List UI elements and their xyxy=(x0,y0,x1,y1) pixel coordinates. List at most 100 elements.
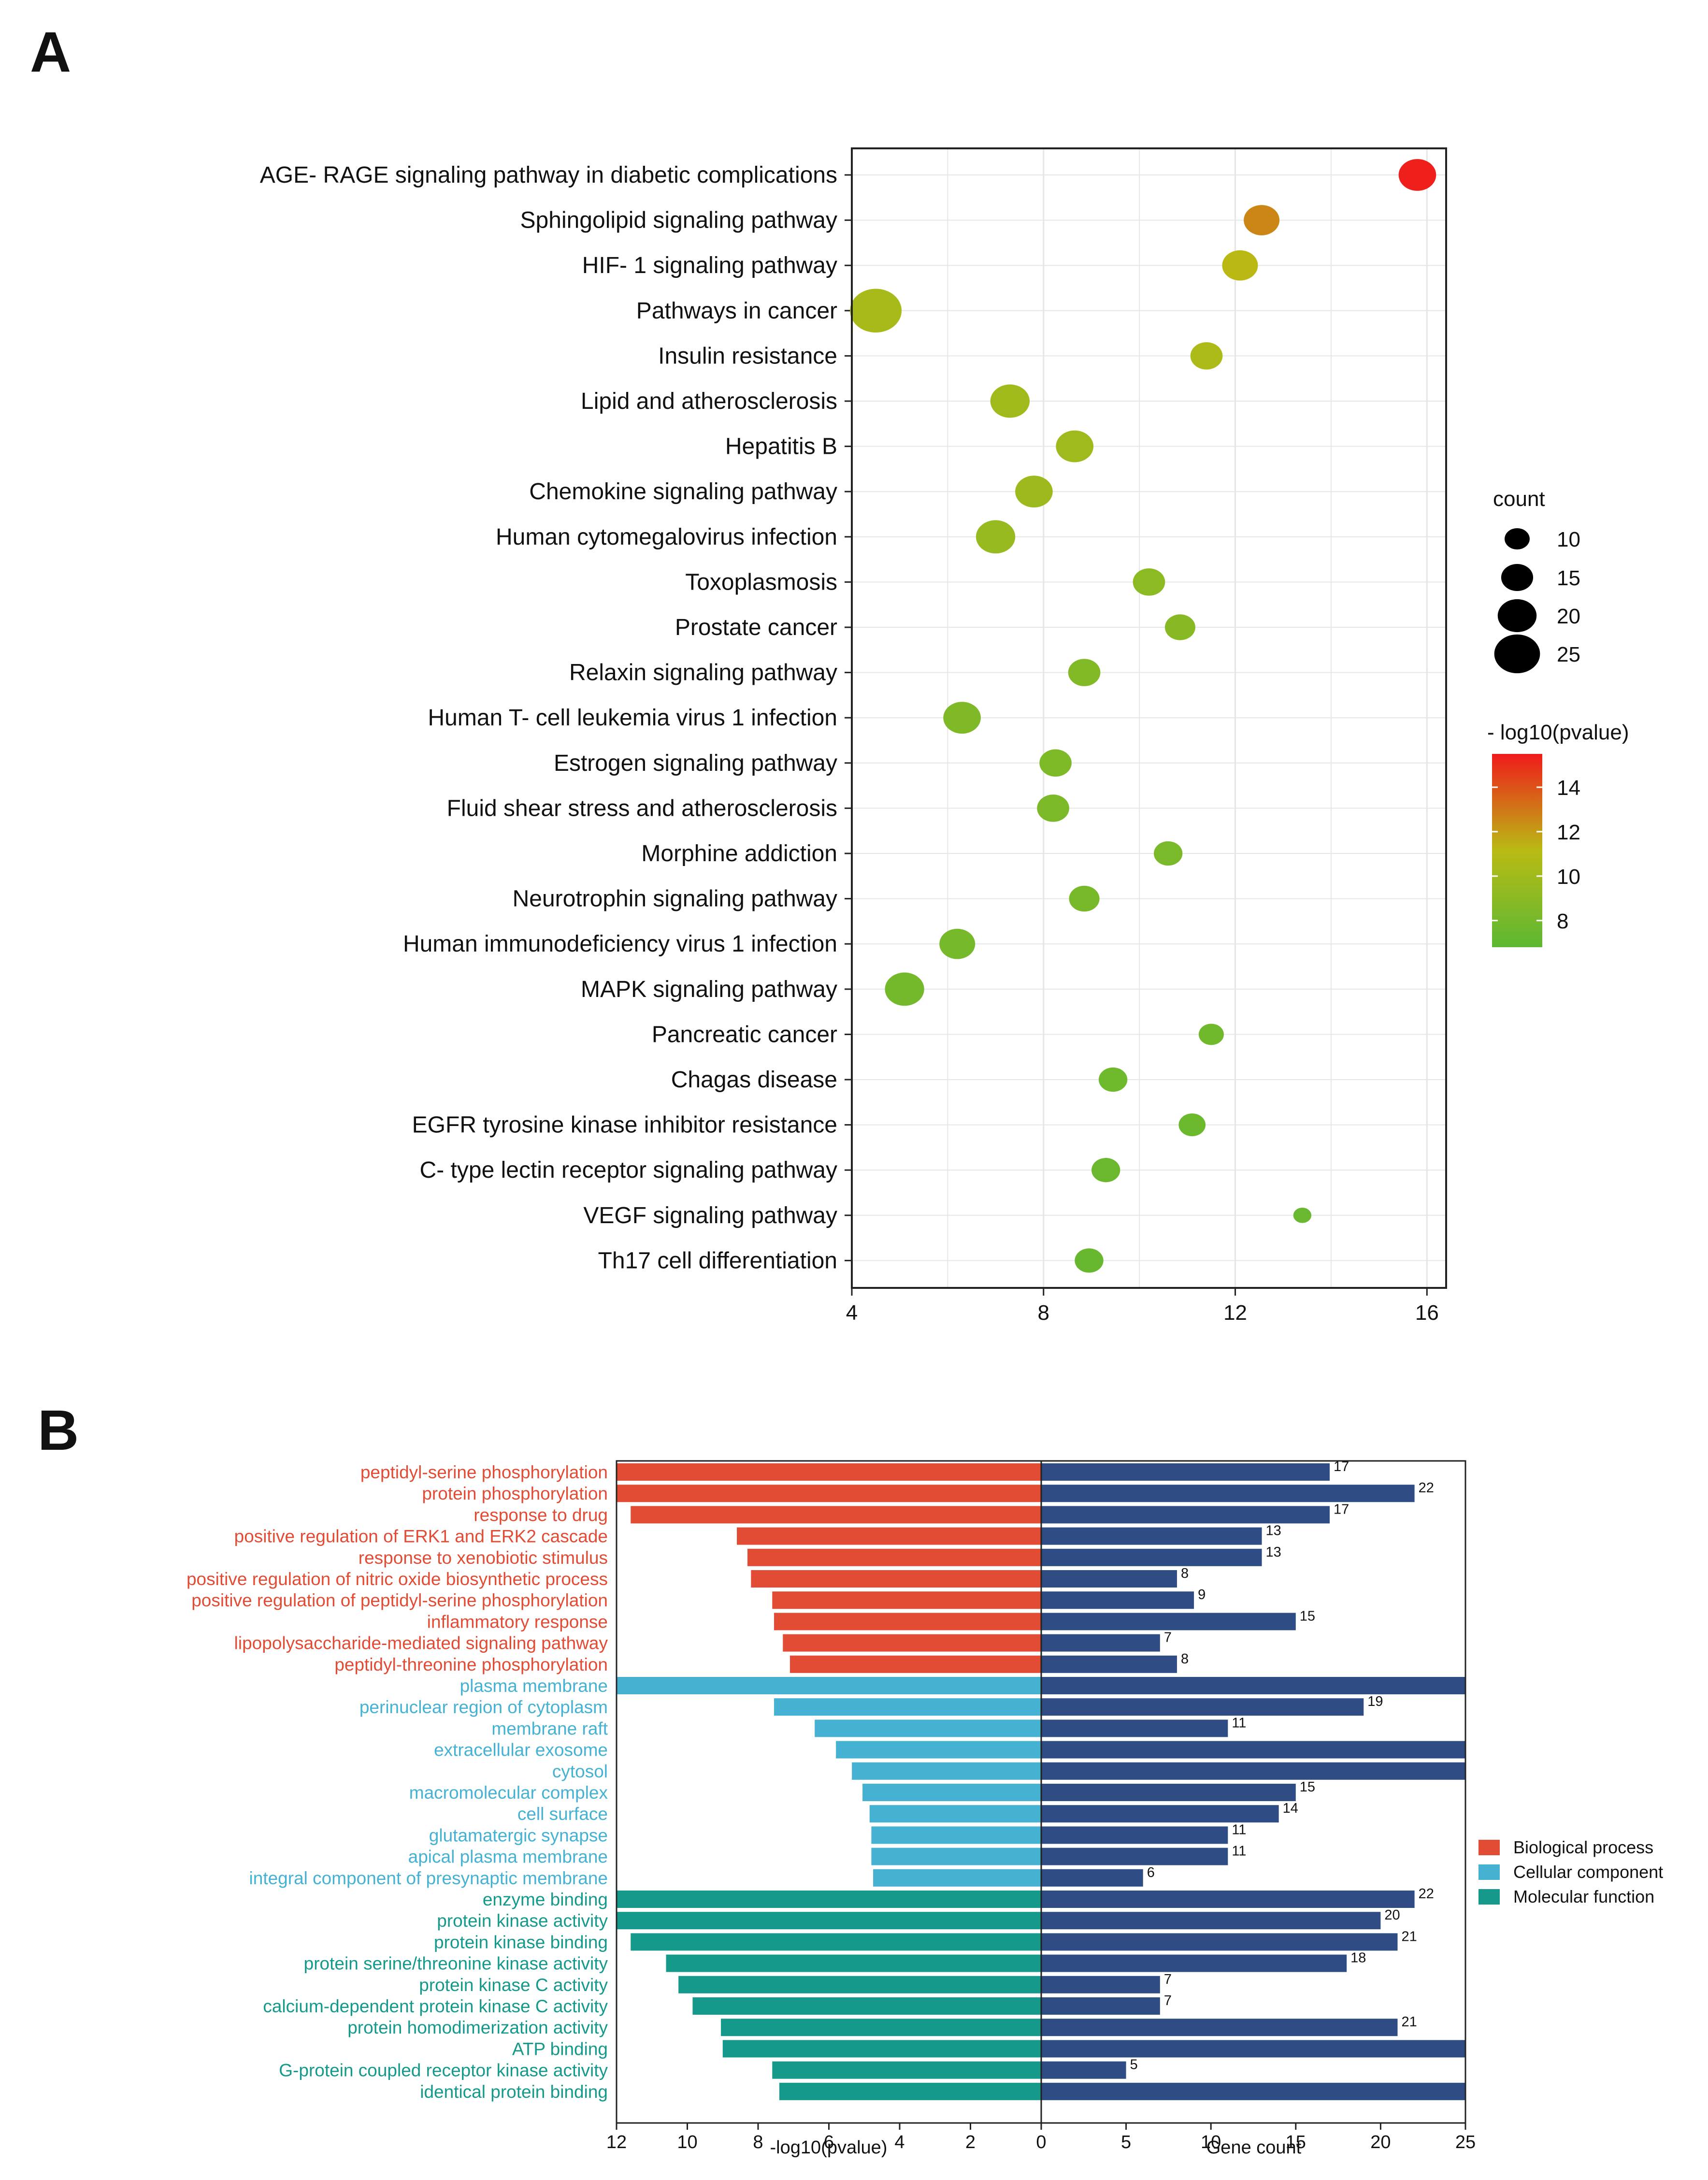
size-legend-title: count xyxy=(1493,487,1545,511)
pathway-bubble xyxy=(1091,1158,1120,1183)
go-term-label: integral component of presynaptic membra… xyxy=(249,1868,608,1888)
go-term-label: G-protein coupled receptor kinase activi… xyxy=(279,2061,608,2080)
pathway-label: Human immunodeficiency virus 1 infection xyxy=(403,931,837,957)
go-term-label: response to drug xyxy=(474,1505,608,1525)
count-bar xyxy=(1041,1677,1465,1694)
count-value-label: 18 xyxy=(1350,1950,1366,1966)
pathway-bubble xyxy=(1068,659,1101,686)
x-tick-label-right: 20 xyxy=(1370,2132,1391,2152)
go-term-label: identical protein binding xyxy=(420,2082,608,2102)
pathway-bubble xyxy=(1190,342,1223,370)
pvalue-bar xyxy=(666,1954,1041,1972)
pathway-bubble xyxy=(1133,568,1165,596)
pathway-bubble xyxy=(1198,1024,1224,1045)
count-bar xyxy=(1041,1826,1228,1844)
count-value-label: 15 xyxy=(1300,1779,1315,1795)
pvalue-bar xyxy=(774,1613,1041,1631)
pathway-label: Human cytomegalovirus infection xyxy=(496,524,837,550)
pathway-label: Chagas disease xyxy=(671,1067,837,1093)
pathway-bubble xyxy=(1075,1248,1104,1273)
x-tick-label-left: 10 xyxy=(677,2132,697,2152)
size-legend-label: 15 xyxy=(1557,566,1580,590)
pathway-label: Sphingolipid signaling pathway xyxy=(520,208,837,233)
go-term-label: macromolecular complex xyxy=(409,1783,608,1803)
count-value-label: 5 xyxy=(1130,2057,1138,2073)
kegg-bubble-chart: AGE- RAGE signaling pathway in diabetic … xyxy=(260,147,1629,1325)
go-term-labels: peptidyl-serine phosphorylation protein p… xyxy=(187,1462,608,2102)
pathway-bubble xyxy=(990,384,1030,418)
pathway-bubble xyxy=(1015,476,1053,508)
go-term-label: inflammatory response xyxy=(427,1612,608,1631)
legend-swatch xyxy=(1478,1864,1500,1880)
color-tick-label: 12 xyxy=(1557,821,1580,844)
legend-label: Biological process xyxy=(1513,1837,1653,1857)
pathway-label: Human T- cell leukemia virus 1 infection xyxy=(428,705,837,731)
count-bar xyxy=(1041,1506,1330,1524)
pathway-bubble xyxy=(1056,430,1094,462)
pathway-bubble xyxy=(885,972,924,1006)
x-axis-ticks: 4 8 12 16 xyxy=(846,1288,1439,1325)
go-term-label: protein kinase binding xyxy=(434,1932,608,1952)
legend-label: Cellular component xyxy=(1513,1862,1663,1882)
pvalue-bar xyxy=(692,1997,1041,2015)
count-value-label: 13 xyxy=(1266,1545,1281,1560)
pathway-bubble xyxy=(976,520,1016,554)
bars: 1722171313891578191115141111622202118772… xyxy=(617,1459,1465,2100)
go-term-label: protein homodimerization activity xyxy=(347,2018,608,2037)
go-term-label: lipopolysaccharide-mediated signaling pa… xyxy=(234,1633,608,1653)
pathway-bubble xyxy=(1293,1207,1312,1223)
pvalue-bar xyxy=(789,1655,1041,1673)
x-tick-label-right: 10 xyxy=(1201,2132,1221,2152)
count-bar xyxy=(1041,1463,1330,1481)
pathway-bubble xyxy=(1222,250,1258,281)
pathway-label: Prostate cancer xyxy=(675,615,837,640)
pvalue-bar xyxy=(737,1527,1041,1545)
count-bar xyxy=(1041,1655,1177,1673)
go-term-label: ATP binding xyxy=(512,2039,608,2059)
pvalue-bar xyxy=(836,1741,1041,1759)
legend-swatch xyxy=(1478,1840,1500,1855)
pathway-bubble xyxy=(1164,614,1195,640)
count-value-label: 13 xyxy=(1266,1523,1281,1539)
x-tick-label-left: 8 xyxy=(753,2132,763,2152)
color-legend: - log10(pvalue) 14 12 10 8 xyxy=(1487,721,1629,947)
pvalue-bar xyxy=(774,1698,1041,1716)
go-term-label: positive regulation of ERK1 and ERK2 cas… xyxy=(234,1527,608,1546)
count-value-label: 7 xyxy=(1164,1972,1172,1987)
x-tick-label-left: 2 xyxy=(965,2132,976,2152)
legend-swatch xyxy=(1478,1889,1500,1905)
go-term-label: protein phosphorylation xyxy=(422,1484,608,1503)
count-value-label: 11 xyxy=(1232,1822,1246,1837)
color-tick-label: 10 xyxy=(1557,865,1580,889)
bubbles xyxy=(850,159,1436,1273)
go-term-label: membrane raft xyxy=(491,1718,608,1738)
count-value-label: 14 xyxy=(1283,1801,1298,1816)
pathway-label: Th17 cell differentiation xyxy=(598,1248,837,1273)
pathway-bubble xyxy=(1178,1113,1206,1137)
pathway-label: Lipid and atherosclerosis xyxy=(581,389,837,414)
pathway-label: Estrogen signaling pathway xyxy=(554,751,837,776)
pvalue-bar xyxy=(617,1891,1041,1908)
pathway-label: Chemokine signaling pathway xyxy=(529,479,837,505)
go-term-label: perinuclear region of cytoplasm xyxy=(359,1697,608,1717)
x-tick-label: 12 xyxy=(1223,1301,1247,1325)
count-bar xyxy=(1041,1891,1415,1908)
pathway-label: EGFR tyrosine kinase inhibitor resistanc… xyxy=(412,1112,837,1138)
go-term-label: calcium-dependent protein kinase C activ… xyxy=(263,1996,608,2016)
x-axis-ticks-b: 12 10 8 6 4 2 0 5 10 15 20 25 xyxy=(606,2123,1476,2152)
go-term-label: peptidyl-threonine phosphorylation xyxy=(334,1655,608,1675)
count-bar xyxy=(1041,1485,1415,1502)
go-term-label: protein kinase activity xyxy=(437,1911,608,1931)
count-value-label: 7 xyxy=(1164,1630,1172,1646)
x-tick-label-left: 6 xyxy=(824,2132,834,2152)
x-tick-label-left: 0 xyxy=(1036,2132,1046,2152)
pvalue-bar xyxy=(751,1570,1041,1588)
x-tick-label-right: 15 xyxy=(1286,2132,1306,2152)
pathway-label: C- type lectin receptor signaling pathwa… xyxy=(420,1157,837,1183)
x-axis-title-right: Gene count xyxy=(1206,2137,1302,2158)
count-bar xyxy=(1041,1741,1465,1759)
pathway-label: Toxoplasmosis xyxy=(685,569,837,595)
count-value-label: 11 xyxy=(1232,1844,1246,1859)
count-bar xyxy=(1041,1719,1228,1737)
pathway-label: Hepatitis B xyxy=(725,434,837,460)
